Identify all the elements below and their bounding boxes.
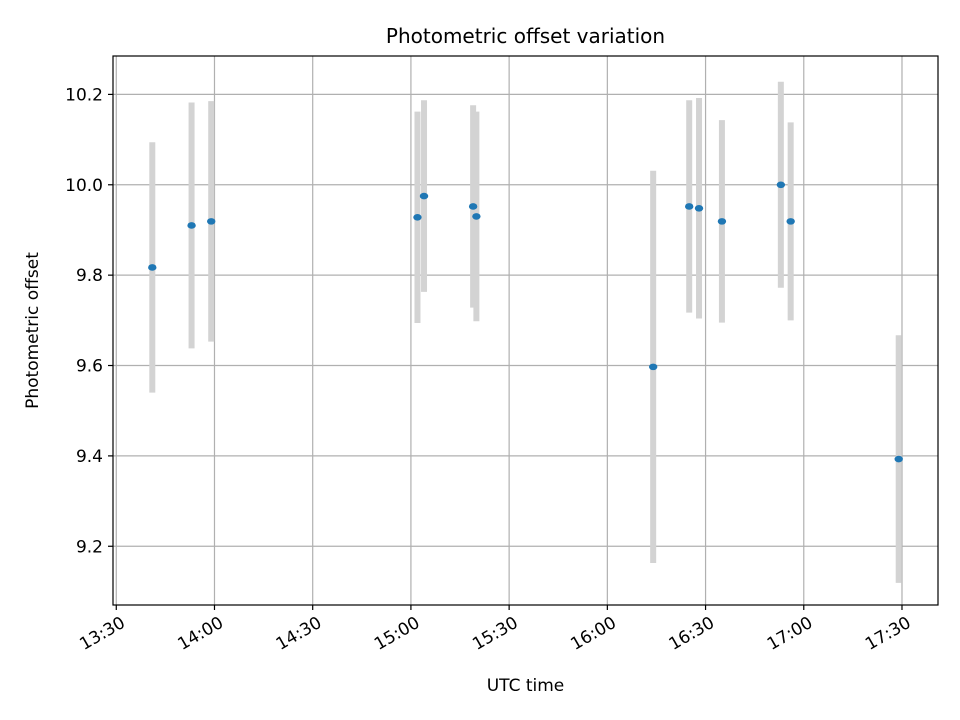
error-bars bbox=[149, 81, 902, 583]
data-point-12 bbox=[786, 218, 795, 225]
data-point-10 bbox=[717, 218, 727, 225]
x-tick-label-0: 13:30 bbox=[76, 613, 128, 655]
x-tick-label-7: 17:00 bbox=[764, 613, 816, 655]
x-tick-label-8: 17:30 bbox=[862, 613, 914, 655]
y-tick-label-4: 10.0 bbox=[65, 176, 103, 196]
y-tick-label-5: 10.2 bbox=[65, 85, 103, 105]
grid bbox=[113, 56, 938, 605]
y-tick-label-1: 9.4 bbox=[76, 447, 103, 467]
x-tick-label-1: 14:00 bbox=[175, 613, 227, 655]
data-point-13 bbox=[894, 455, 903, 463]
chart-title: Photometric offset variation bbox=[386, 24, 665, 48]
data-point-1 bbox=[187, 222, 196, 229]
data-point-3 bbox=[413, 214, 422, 221]
data-point-0 bbox=[148, 264, 157, 271]
y-tick-label-2: 9.6 bbox=[76, 357, 103, 377]
x-tick-label-5: 16:00 bbox=[567, 613, 619, 655]
data-point-4 bbox=[419, 192, 429, 200]
data-point-11 bbox=[776, 181, 786, 189]
data-point-2 bbox=[207, 218, 216, 225]
x-tick-label-2: 14:30 bbox=[273, 613, 325, 655]
x-tick-label-3: 15:00 bbox=[371, 613, 423, 655]
data-point-5 bbox=[468, 203, 478, 210]
x-axis-label: UTC time bbox=[487, 676, 565, 696]
data-point-7 bbox=[648, 363, 658, 371]
data-point-8 bbox=[684, 203, 694, 210]
data-points bbox=[148, 181, 903, 463]
data-point-6 bbox=[472, 213, 481, 220]
y-tick-label-0: 9.2 bbox=[76, 537, 103, 557]
x-tick-label-6: 16:30 bbox=[666, 613, 718, 655]
plot-frame bbox=[112, 55, 939, 606]
y-axis-label: Photometric offset bbox=[23, 252, 43, 409]
data-point-9 bbox=[694, 204, 704, 212]
y-tick-label-3: 9.8 bbox=[76, 266, 103, 286]
x-tick-label-4: 15:30 bbox=[469, 613, 521, 655]
